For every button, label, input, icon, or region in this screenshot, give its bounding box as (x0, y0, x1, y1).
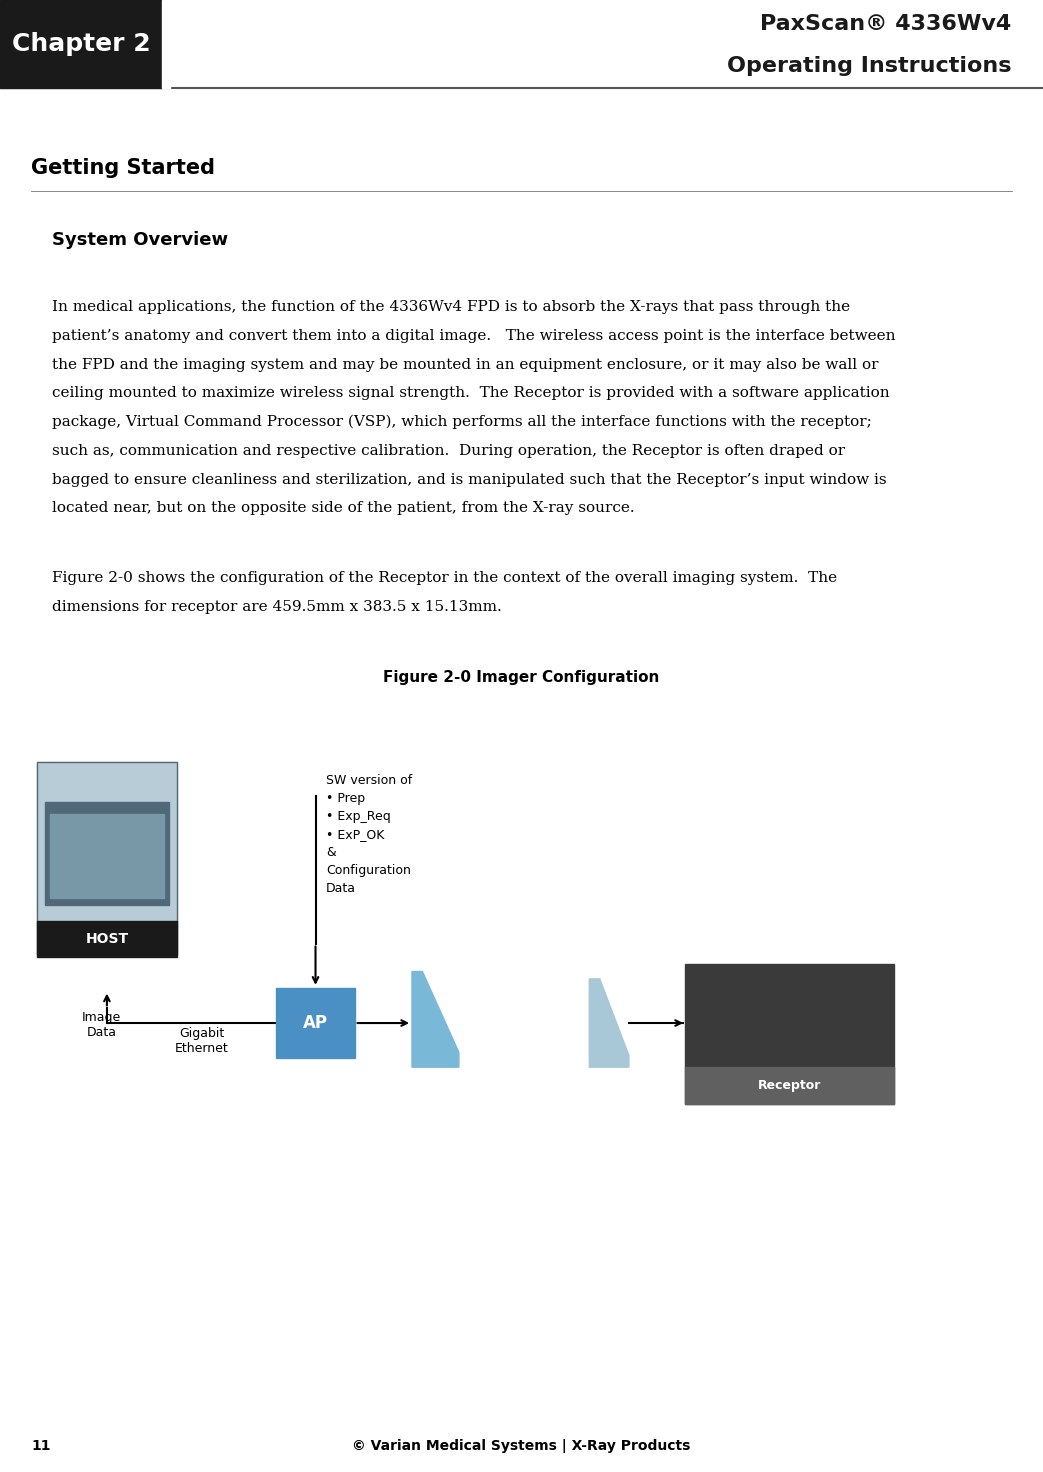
Bar (685, 1067, 894, 1104)
Polygon shape (412, 972, 459, 1067)
Text: Receptor: Receptor (758, 1079, 821, 1092)
Bar (37, 762, 177, 954)
Text: Chapter 2: Chapter 2 (11, 32, 150, 56)
Text: AP: AP (304, 1014, 328, 1032)
Text: Getting Started: Getting Started (31, 158, 215, 178)
Text: the FPD and the imaging system and may be mounted in an equipment enclosure, or : the FPD and the imaging system and may b… (52, 358, 878, 372)
Polygon shape (589, 979, 629, 1067)
Text: Image
Data: Image Data (82, 1011, 121, 1039)
Bar (37, 762, 177, 954)
Text: HOST: HOST (86, 932, 128, 946)
Text: © Varian Medical Systems | X-Ray Products: © Varian Medical Systems | X-Ray Product… (353, 1438, 690, 1453)
Text: Figure 2-0 shows the configuration of the Receptor in the context of the overall: Figure 2-0 shows the configuration of th… (52, 571, 838, 586)
Text: bagged to ensure cleanliness and sterilization, and is manipulated such that the: bagged to ensure cleanliness and sterili… (52, 473, 887, 487)
Text: package, Virtual Command Processor (VSP), which performs all the interface funct: package, Virtual Command Processor (VSP)… (52, 415, 872, 430)
Text: such as, communication and respective calibration.  During operation, the Recept: such as, communication and respective ca… (52, 445, 845, 458)
Bar (162, 0, 170, 88)
Bar (685, 964, 894, 1104)
Bar (0, 0, 162, 88)
Text: dimensions for receptor are 459.5mm x 383.5 x 15.13mm.: dimensions for receptor are 459.5mm x 38… (52, 601, 502, 614)
Bar (50, 814, 164, 898)
Text: Figure 2-0 Imager Configuration: Figure 2-0 Imager Configuration (384, 670, 659, 684)
Text: SW version of
• Prep
• Exp_Req
• ExP_OK
&
Configuration
Data: SW version of • Prep • Exp_Req • ExP_OK … (325, 774, 412, 895)
Text: System Overview: System Overview (52, 231, 228, 249)
Text: patient’s anatomy and convert them into a digital image.   The wireless access p: patient’s anatomy and convert them into … (52, 330, 896, 343)
Bar (37, 921, 177, 957)
Text: Gigabit
Ethernet: Gigabit Ethernet (175, 1027, 229, 1055)
Bar (276, 988, 355, 1058)
Text: located near, but on the opposite side of the patient, from the X-ray source.: located near, but on the opposite side o… (52, 500, 635, 515)
Text: Operating Instructions: Operating Instructions (727, 56, 1012, 77)
Bar (45, 802, 169, 905)
Text: PaxScan® 4336Wv4: PaxScan® 4336Wv4 (760, 13, 1012, 34)
Text: ceiling mounted to maximize wireless signal strength.  The Receptor is provided : ceiling mounted to maximize wireless sig… (52, 386, 890, 400)
Text: In medical applications, the function of the 4336Wv4 FPD is to absorb the X-rays: In medical applications, the function of… (52, 300, 850, 315)
Text: 11: 11 (31, 1438, 51, 1453)
